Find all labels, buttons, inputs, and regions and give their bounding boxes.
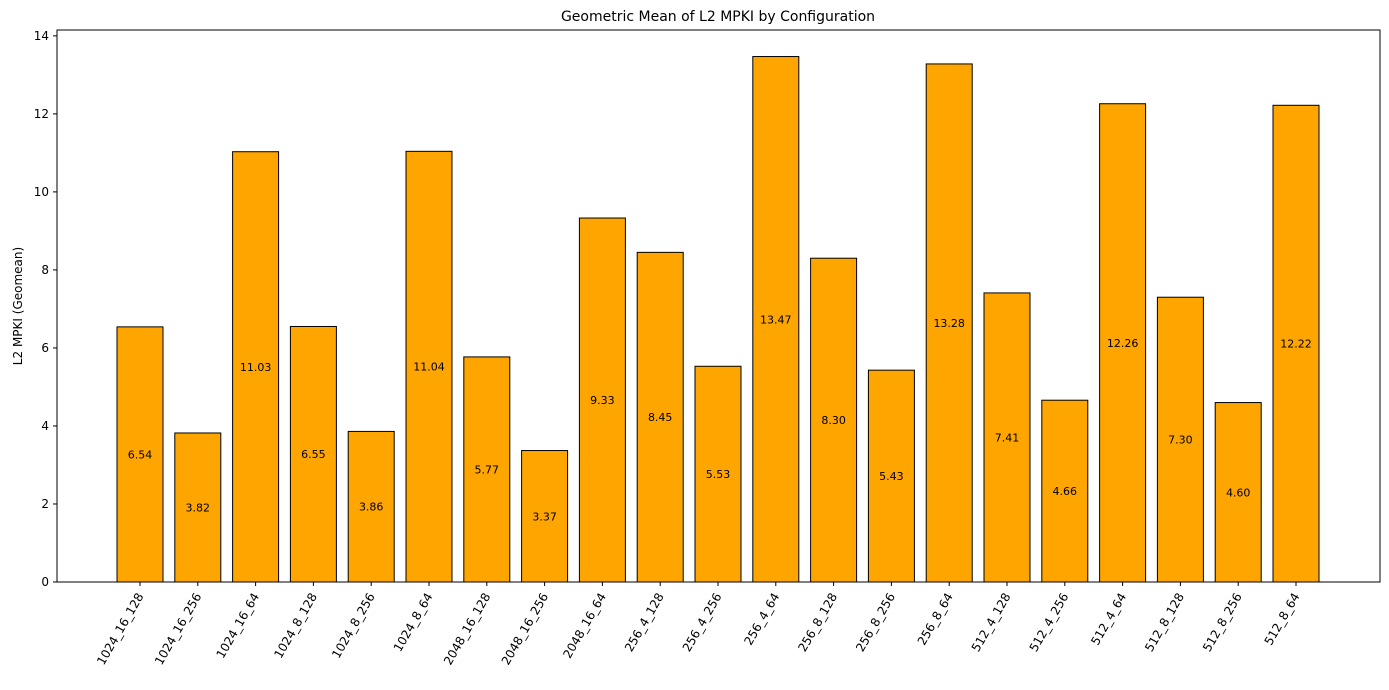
- x-tick-label: 1024_16_128: [94, 591, 146, 668]
- x-tick-label: 256_8_128: [795, 591, 840, 655]
- bar-2048_16_256: [521, 450, 569, 583]
- bar-1024_16_128: [116, 326, 164, 583]
- x-tick-label: 1024_16_256: [152, 591, 204, 668]
- data-label: 7.41: [995, 431, 1020, 444]
- data-label: 5.53: [706, 468, 731, 481]
- bar-256_4_256: [694, 365, 742, 583]
- x-tick-label: 1024_8_256: [329, 591, 378, 661]
- data-label: 12.22: [1280, 338, 1312, 351]
- y-tick-label: 0: [41, 575, 49, 589]
- bar-256_4_128: [636, 251, 684, 583]
- data-label: 7.30: [1168, 434, 1193, 447]
- x-tick-label: 256_4_128: [622, 591, 667, 655]
- bar-512_4_64: [1099, 103, 1147, 583]
- y-tick-label: 10: [34, 185, 49, 199]
- bar-512_4_128: [983, 292, 1031, 583]
- data-label: 4.60: [1226, 486, 1251, 499]
- y-axis: 0 2 4 6 8 10 12 14: [34, 29, 57, 589]
- data-label: 11.03: [240, 361, 272, 374]
- bar-512_4_256: [1041, 399, 1089, 583]
- chart-title: Geometric Mean of L2 MPKI by Configurati…: [561, 9, 875, 25]
- x-tick-label: 256_8_64: [915, 591, 956, 648]
- y-tick-label: 8: [41, 263, 49, 277]
- data-label: 3.86: [359, 501, 384, 514]
- y-tick-label: 4: [41, 419, 49, 433]
- bars-group: [116, 56, 1320, 583]
- x-tick-label: 512_8_256: [1200, 591, 1245, 655]
- data-label: 11.04: [413, 361, 445, 374]
- data-label: 9.33: [590, 394, 615, 407]
- plot-frame: [56, 29, 1381, 583]
- data-label: 13.28: [933, 317, 965, 330]
- x-tick-label: 2048_16_64: [560, 591, 609, 661]
- data-label: 13.47: [760, 313, 792, 326]
- bar-256_8_128: [810, 257, 858, 583]
- x-tick-label: 512_4_256: [1027, 591, 1072, 655]
- data-label: 4.66: [1053, 485, 1078, 498]
- data-label: 6.54: [128, 448, 153, 461]
- data-label: 5.77: [475, 463, 500, 476]
- data-label: 12.26: [1107, 337, 1139, 350]
- data-label: 3.82: [186, 501, 211, 514]
- x-tick-label: 2048_16_128: [441, 591, 493, 668]
- bar-1024_16_64: [232, 151, 280, 583]
- y-tick-label: 6: [41, 341, 49, 355]
- y-tick-label: 14: [34, 29, 49, 43]
- bar-1024_16_256: [174, 432, 222, 583]
- bar-1024_8_64: [405, 150, 453, 583]
- x-tick-label: 256_4_64: [741, 591, 782, 648]
- data-label: 6.55: [301, 448, 326, 461]
- x-tick-label: 1024_16_64: [214, 591, 263, 661]
- x-tick-label: 512_8_128: [1142, 591, 1187, 655]
- y-tick-label: 2: [41, 497, 49, 511]
- x-tick-label: 1024_8_64: [391, 591, 436, 655]
- x-tick-label: 512_8_64: [1262, 591, 1303, 648]
- x-tick-label: 512_4_128: [969, 591, 1014, 655]
- bar-512_8_128: [1156, 296, 1204, 583]
- data-label: 8.45: [648, 411, 673, 424]
- x-tick-label: 256_8_256: [853, 591, 898, 655]
- x-tick-label: 1024_8_128: [271, 591, 320, 661]
- x-tick-label: 256_4_256: [680, 591, 725, 655]
- x-tick-label: 512_4_64: [1088, 591, 1129, 648]
- data-labels-group: 6.54 3.82 11.03 6.55 3.86 11.04 5.77 3.37 9.33 8.…: [128, 313, 1312, 523]
- x-axis: 1024_16_128 1024_16_256 1024_16_64 1024_8_1…: [94, 582, 1303, 668]
- bar-1024_8_128: [289, 325, 337, 583]
- y-axis-label: L2 MPKI (Geomean): [11, 247, 25, 365]
- bar-256_8_256: [867, 369, 915, 583]
- data-label: 8.30: [821, 414, 846, 427]
- data-label: 5.43: [879, 470, 904, 483]
- bar-256_4_64: [752, 56, 800, 583]
- bar-512_8_64: [1272, 104, 1320, 583]
- y-tick-label: 12: [34, 107, 49, 121]
- data-label: 3.37: [532, 510, 557, 523]
- bar-512_8_256: [1214, 402, 1262, 583]
- x-tick-label: 2048_16_256: [499, 591, 551, 668]
- bar-256_8_64: [925, 63, 973, 583]
